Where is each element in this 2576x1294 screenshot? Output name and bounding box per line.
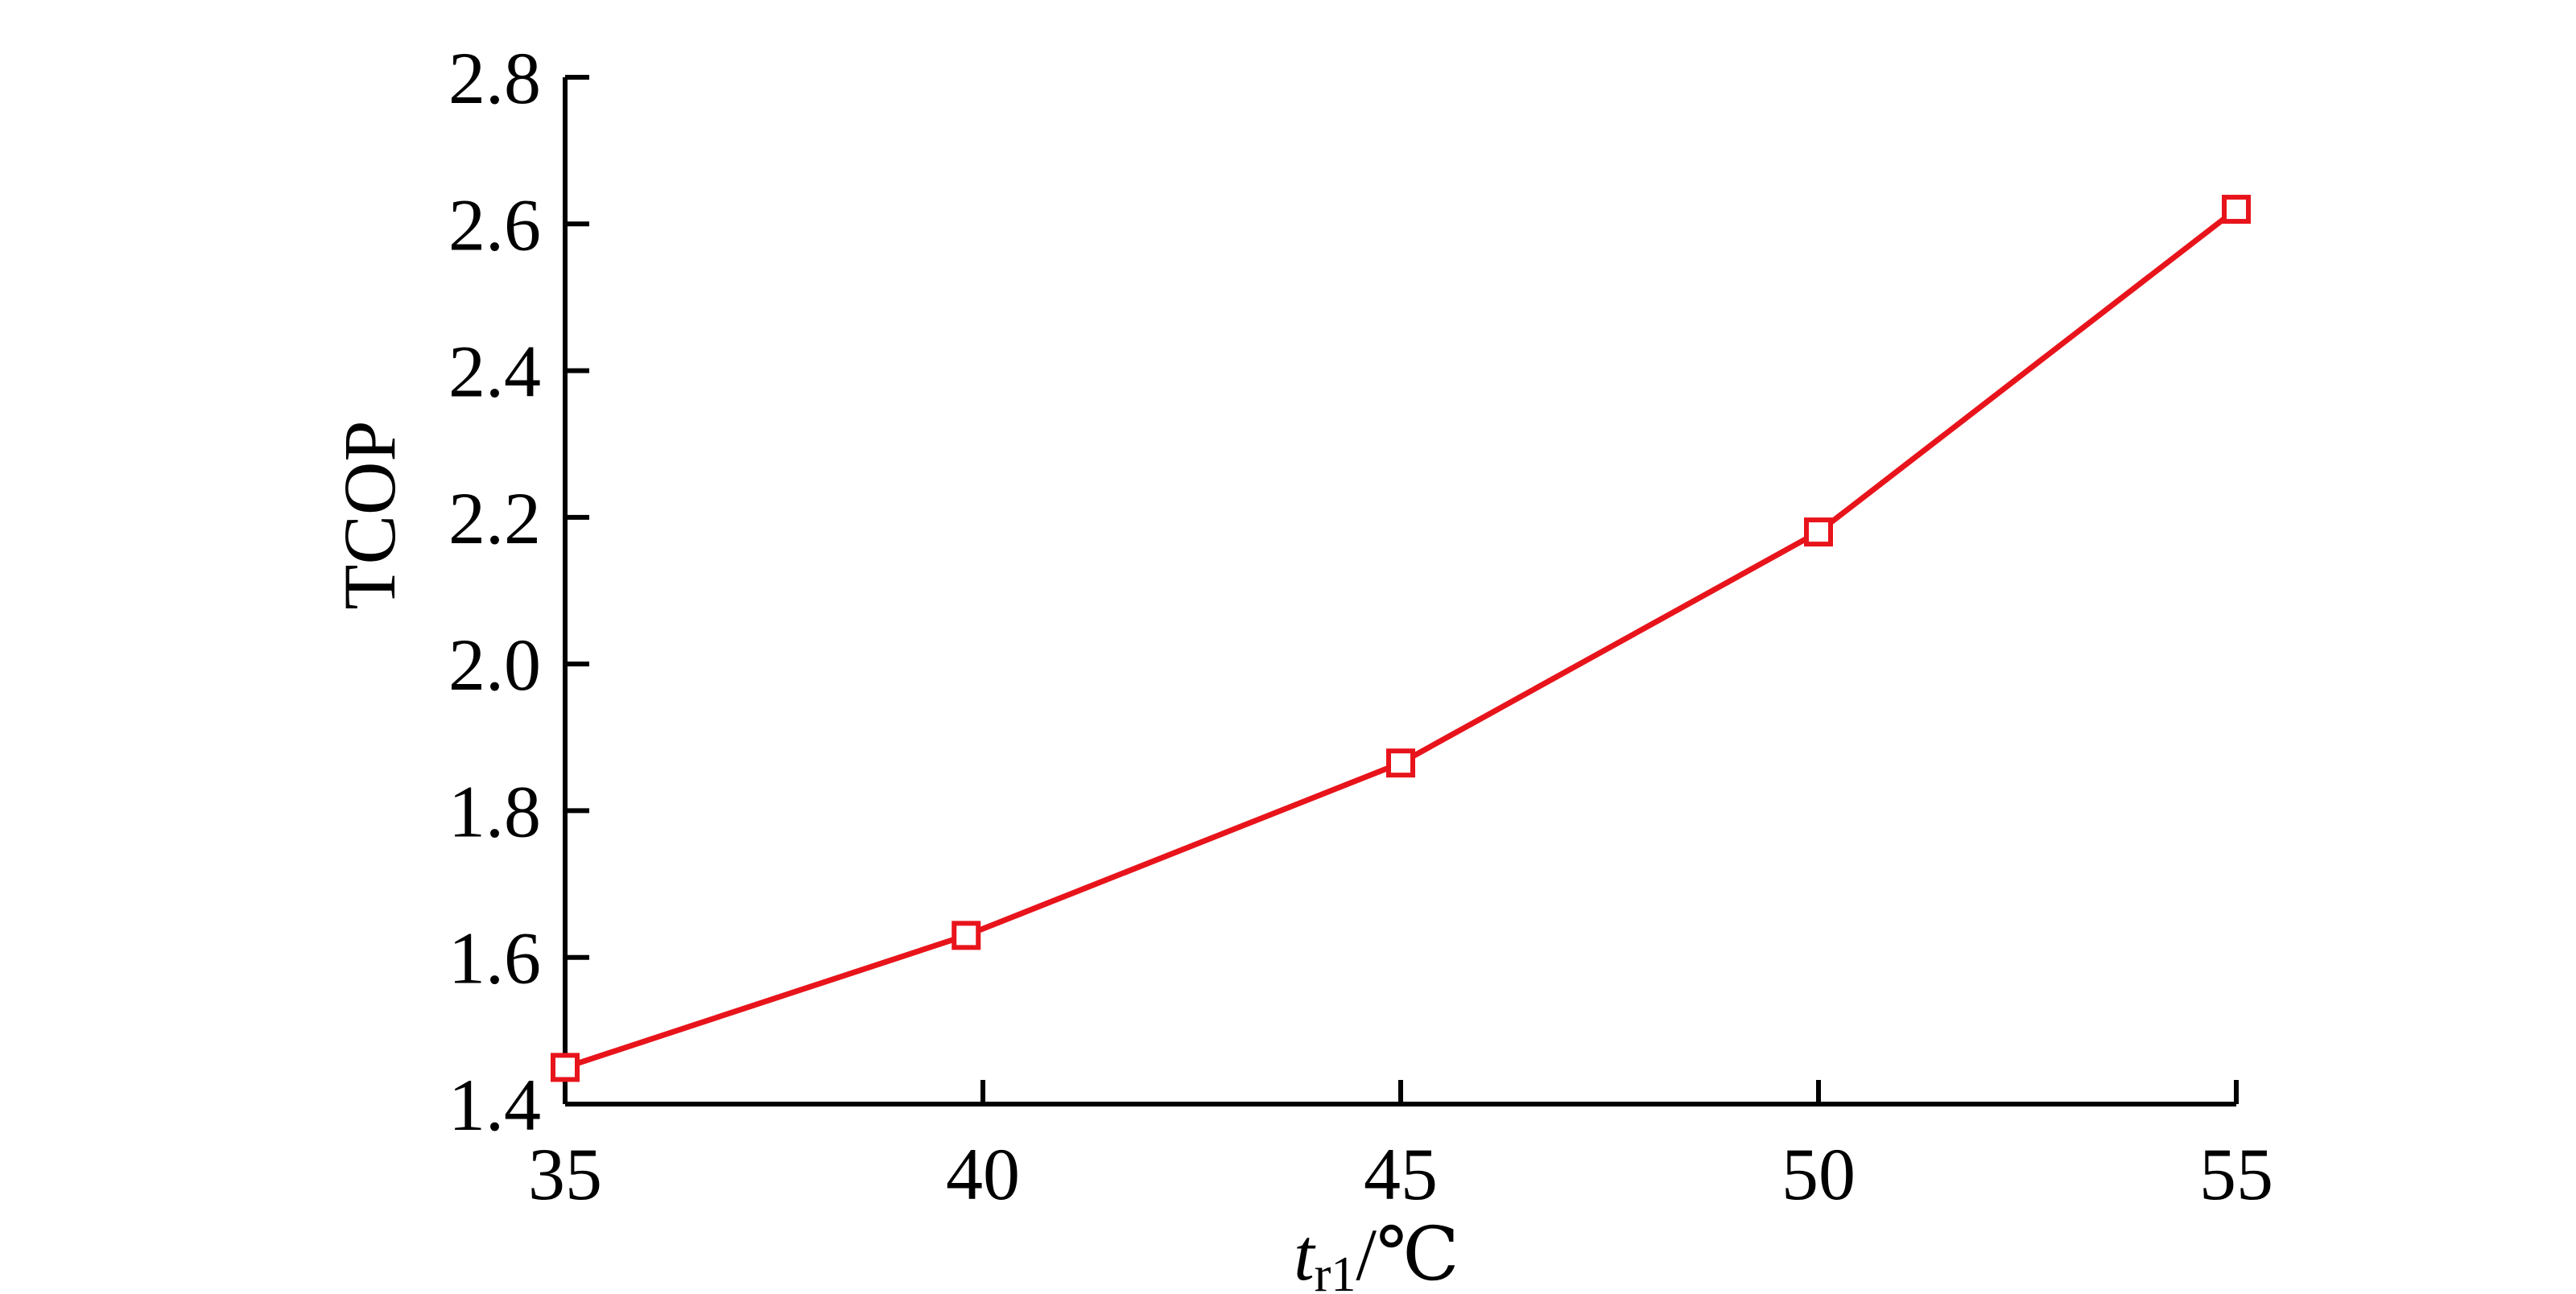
series-line — [564, 207, 2239, 1070]
data-point-marker — [952, 921, 981, 950]
x-axis-label-unit: /℃ — [1356, 1214, 1459, 1294]
x-tick-label: 45 — [1364, 1133, 1438, 1215]
x-axis-label-main: t — [1294, 1214, 1316, 1294]
y-tick-label: 2.2 — [448, 477, 541, 559]
ticks: 1.4 1.6 1.8 2.0 2.2 2.4 2.6 2.8 35 40 45 50 55 — [448, 37, 2273, 1215]
data-point-marker — [551, 1053, 580, 1082]
data-point-marker — [1804, 517, 1833, 547]
y-tick-label: 1.6 — [448, 917, 541, 999]
y-tick-label: 2.0 — [448, 624, 541, 706]
x-axis-label: tr1/℃ — [1294, 1214, 1459, 1294]
series — [551, 195, 2251, 1082]
y-tick-label: 2.6 — [448, 183, 541, 266]
x-tick-label: 35 — [528, 1133, 602, 1215]
data-point-marker — [1386, 748, 1415, 778]
x-axis-label-sub: r1 — [1315, 1247, 1356, 1294]
y-tick-label: 2.4 — [448, 331, 541, 413]
y-tick-label: 1.4 — [448, 1064, 541, 1146]
axes — [563, 77, 2236, 1106]
data-point-marker — [2222, 195, 2251, 225]
y-tick-label: 1.8 — [448, 770, 541, 852]
x-tick-label: 55 — [2199, 1133, 2273, 1215]
y-tick-label: 2.8 — [448, 37, 541, 119]
x-tick-label: 40 — [946, 1133, 1020, 1215]
y-axis-label: TCOP — [328, 420, 411, 609]
x-tick-label: 50 — [1781, 1133, 1856, 1215]
